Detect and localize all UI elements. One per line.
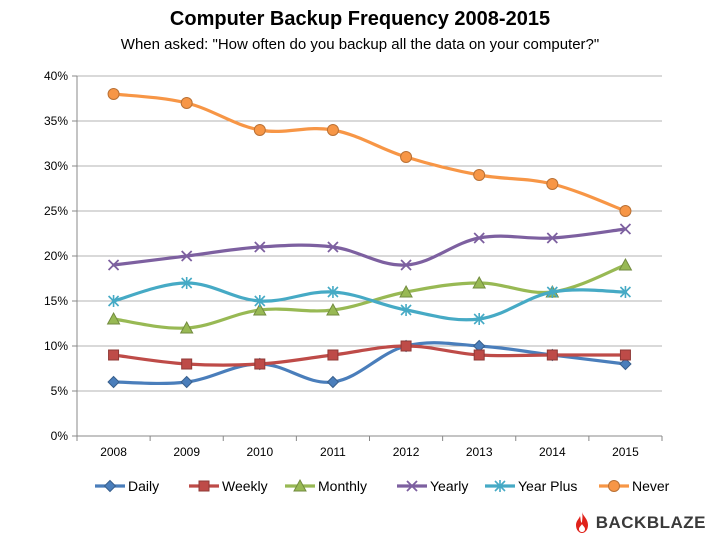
x-tick-label: 2010 [246, 445, 273, 459]
data-point [473, 232, 485, 244]
y-tick-label: 10% [44, 339, 68, 353]
x-tick-label: 2014 [539, 445, 566, 459]
data-point [327, 286, 339, 298]
data-point [473, 349, 485, 361]
data-point [181, 277, 193, 289]
data-point [181, 250, 193, 262]
data-point [400, 151, 413, 163]
legend-label: Never [632, 478, 670, 494]
data-point [619, 357, 632, 371]
data-point [108, 349, 120, 361]
legend-item-never: Never [599, 478, 670, 494]
y-tick-label: 15% [44, 294, 68, 308]
data-point [254, 358, 266, 370]
data-point [619, 205, 632, 217]
data-point [400, 259, 412, 271]
data-point [473, 313, 485, 325]
logo-text: BACKBLAZE [595, 513, 706, 532]
data-point [619, 286, 632, 298]
chart-title: Computer Backup Frequency 2008-2015 [169, 8, 551, 30]
data-point [546, 232, 558, 244]
data-point [400, 304, 412, 316]
data-point [253, 124, 266, 136]
data-point [180, 375, 193, 389]
x-axis-ticks: 2008 2009 2010 2011 2012 2013 2014 2015 [76, 436, 663, 459]
y-tick-label: 0% [51, 429, 69, 443]
series-never [107, 88, 632, 217]
chart-subtitle: When asked: "How often do you backup all… [120, 36, 600, 53]
data-point [106, 311, 121, 325]
data-point [546, 349, 558, 361]
legend-label: Weekly [222, 478, 268, 494]
data-point [399, 284, 413, 298]
y-tick-label: 5% [51, 384, 69, 398]
data-point [179, 320, 194, 334]
legend-label: Yearly [430, 478, 468, 494]
data-point [103, 479, 117, 493]
y-tick-label: 25% [44, 204, 68, 218]
y-tick-label: 35% [44, 114, 68, 128]
data-point [326, 302, 340, 316]
legend-item-year-plus: Year Plus [485, 478, 577, 494]
data-point [472, 275, 487, 289]
y-tick-label: 20% [44, 249, 68, 263]
data-point [326, 124, 339, 136]
x-tick-label: 2011 [320, 445, 346, 459]
data-point [252, 302, 267, 316]
y-tick-label: 30% [44, 159, 68, 173]
series-line [111, 344, 628, 367]
data-point [608, 480, 620, 492]
y-tick-label: 40% [44, 69, 68, 83]
data-point [254, 295, 266, 307]
data-point [107, 259, 120, 271]
data-point [293, 478, 307, 492]
data-point [180, 97, 193, 109]
data-point [198, 480, 210, 492]
data-point [400, 340, 412, 352]
data-point [327, 241, 339, 253]
legend: Daily Weekly Monthly Yearly Year Plus Never [95, 478, 670, 494]
series-line [111, 281, 628, 322]
series-year-plus [107, 277, 632, 325]
data-point [619, 223, 632, 235]
y-axis-ticks: 0% 5% 10% 15% 20% 25% 30% 35% 40% [44, 69, 77, 443]
x-tick-label: 2009 [173, 445, 200, 459]
legend-item-monthly: Monthly [285, 478, 367, 494]
x-tick-label: 2015 [612, 445, 639, 459]
data-point [473, 169, 486, 181]
legend-item-daily: Daily [95, 478, 159, 494]
data-point [326, 375, 340, 389]
data-point [406, 480, 418, 492]
data-point [619, 349, 631, 361]
legend-label: Monthly [318, 478, 367, 494]
legend-label: Daily [128, 478, 159, 494]
data-point [107, 375, 120, 389]
gridlines [77, 75, 662, 392]
x-tick-label: 2013 [466, 445, 493, 459]
series-yearly [107, 223, 632, 271]
series-weekly [108, 340, 631, 370]
series-line [111, 227, 628, 267]
x-tick-label: 2008 [100, 445, 127, 459]
backblaze-logo: BACKBLAZE [574, 512, 706, 534]
data-point [181, 358, 193, 370]
series-group [106, 88, 633, 389]
legend-label: Year Plus [518, 478, 577, 494]
x-tick-label: 2012 [393, 445, 420, 459]
data-point [327, 349, 339, 361]
data-point [546, 286, 558, 298]
legend-item-yearly: Yearly [397, 478, 468, 494]
series-line [111, 92, 628, 213]
data-point [546, 178, 559, 190]
legend-item-weekly: Weekly [189, 478, 268, 494]
flame-icon [575, 512, 588, 533]
data-point [107, 295, 120, 307]
data-point [494, 480, 506, 492]
data-point [254, 241, 266, 253]
data-point [107, 88, 120, 100]
data-point [618, 257, 633, 271]
